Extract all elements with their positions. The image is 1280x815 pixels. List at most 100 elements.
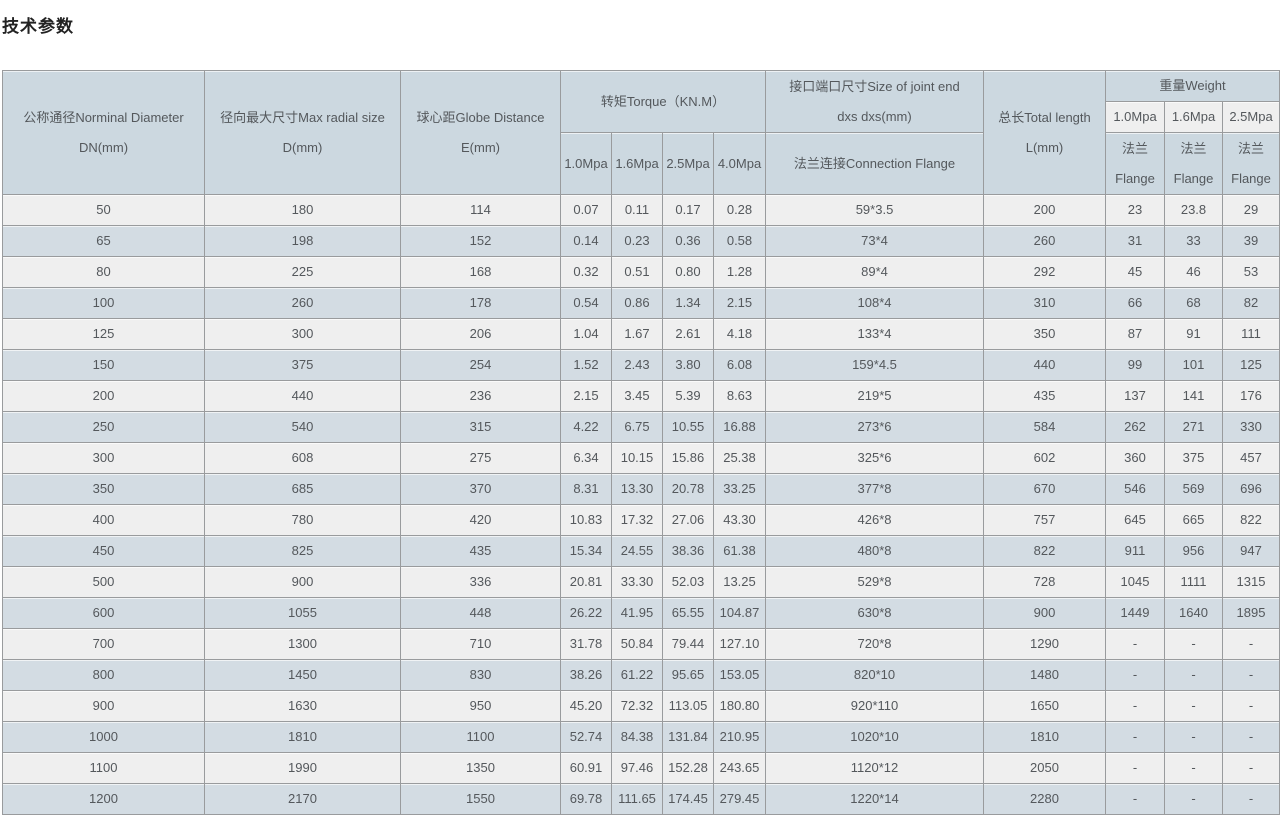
table-row: 900 1630 950 45.20 72.32 113.05 180.80 920*110 1… <box>2 690 1280 722</box>
table-cell: 66 <box>1105 287 1165 319</box>
table-cell: 1350 <box>400 752 561 784</box>
header-total-length-line1: 总长Total length <box>998 109 1091 125</box>
table-cell: - <box>1105 659 1165 691</box>
table-cell: 947 <box>1221 535 1280 567</box>
table-cell: 31 <box>1105 225 1165 257</box>
table-cell: 950 <box>400 690 561 722</box>
table-cell: 108*4 <box>765 287 984 319</box>
table-cell: 111 <box>1221 318 1280 350</box>
table-cell: 97.46 <box>611 752 663 784</box>
table-cell: 2280 <box>983 783 1106 815</box>
table-cell: 101 <box>1164 349 1223 381</box>
table-cell: 20.78 <box>662 473 714 505</box>
table-cell: 219*5 <box>765 380 984 412</box>
table-cell: 375 <box>204 349 401 381</box>
table-row: 1100 1990 1350 60.91 97.46 152.28 243.65 1120*1… <box>2 752 1280 784</box>
header-max-radial-size-line1: 径向最大尺寸Max radial size <box>220 109 385 125</box>
table-cell: 0.54 <box>560 287 612 319</box>
table-cell: 127.10 <box>713 628 766 660</box>
table-cell: 114 <box>400 194 561 226</box>
header-globe-distance: 球心距Globe Distance E(mm) <box>400 70 561 195</box>
table-cell: 99 <box>1105 349 1165 381</box>
table-cell: 911 <box>1105 535 1165 567</box>
header-globe-distance-line1: 球心距Globe Distance <box>416 109 545 125</box>
table-cell: 1.67 <box>611 318 663 350</box>
table-cell: 1449 <box>1105 597 1165 629</box>
table-cell: 900 <box>204 566 401 598</box>
table-cell: - <box>1221 721 1280 753</box>
table-cell: 6.08 <box>713 349 766 381</box>
table-cell: 69.78 <box>560 783 612 815</box>
table-cell: 830 <box>400 659 561 691</box>
table-cell: 1810 <box>204 721 401 753</box>
table-cell: 43.30 <box>713 504 766 536</box>
header-total-length: 总长Total length L(mm) <box>983 70 1106 195</box>
table-cell: 0.28 <box>713 194 766 226</box>
table-cell: - <box>1105 752 1165 784</box>
header-weight-1-0mpa: 1.0Mpa <box>1105 101 1165 133</box>
table-cell: 153.05 <box>713 659 766 691</box>
table-cell: 38.36 <box>662 535 714 567</box>
header-joint-end-size: 接口端口尺寸Size of joint end dxs dxs(mm) <box>765 70 984 133</box>
table-cell: 900 <box>983 597 1106 629</box>
header-row-1: 公称通径Norminal Diameter DN(mm) 径向最大尺寸Max r… <box>2 70 1280 195</box>
table-cell: 65 <box>2 225 205 257</box>
table-cell: 450 <box>2 535 205 567</box>
table-cell: 72.32 <box>611 690 663 722</box>
table-cell: 8.63 <box>713 380 766 412</box>
table-cell: 45 <box>1105 256 1165 288</box>
table-cell: 29 <box>1221 194 1280 226</box>
table-cell: 1220*14 <box>765 783 984 815</box>
table-cell: 1.52 <box>560 349 612 381</box>
table-row: 50 180 114 0.07 0.11 0.17 0.28 59*3.5 200 23 23.8 2… <box>2 194 1280 226</box>
table-cell: 65.55 <box>662 597 714 629</box>
table-cell: 260 <box>204 287 401 319</box>
header-total-length-line2: L(mm) <box>1025 139 1064 155</box>
table-row: 500 900 336 20.81 33.30 52.03 13.25 529*8 728 104… <box>2 566 1280 598</box>
table-cell: 1.34 <box>662 287 714 319</box>
table-cell: 225 <box>204 256 401 288</box>
table-cell: 685 <box>204 473 401 505</box>
table-cell: 1290 <box>983 628 1106 660</box>
table-cell: 0.86 <box>611 287 663 319</box>
table-cell: 1450 <box>204 659 401 691</box>
table-cell: 174.45 <box>662 783 714 815</box>
table-cell: 360 <box>1105 442 1165 474</box>
table-cell: 26.22 <box>560 597 612 629</box>
table-cell: 10.15 <box>611 442 663 474</box>
table-cell: 2.43 <box>611 349 663 381</box>
table-cell: 584 <box>983 411 1106 443</box>
table-cell: 457 <box>1221 442 1280 474</box>
table-cell: 33.25 <box>713 473 766 505</box>
header-row-2: 1.0Mpa 1.6Mpa 2.5Mpa <box>3 101 1280 133</box>
table-cell: 3.45 <box>611 380 663 412</box>
table-cell: 152.28 <box>662 752 714 784</box>
header-nominal-diameter-line2: DN(mm) <box>78 139 129 155</box>
table-cell: 448 <box>400 597 561 629</box>
header-flange-3-line1: 法兰 <box>1238 140 1265 156</box>
table-cell: 1111 <box>1164 566 1223 598</box>
table-cell: 500 <box>2 566 205 598</box>
table-cell: 1.04 <box>560 318 612 350</box>
table-row: 300 608 275 6.34 10.15 15.86 25.38 325*6 602 360 3… <box>2 442 1280 474</box>
table-cell: 200 <box>2 380 205 412</box>
table-cell: 113.05 <box>662 690 714 722</box>
table-cell: 2.15 <box>560 380 612 412</box>
table-cell: 1650 <box>983 690 1106 722</box>
header-weight-2-5mpa: 2.5Mpa <box>1221 101 1280 133</box>
table-cell: - <box>1221 628 1280 660</box>
table-cell: 80 <box>2 256 205 288</box>
header-flange-2-line1: 法兰 <box>1180 140 1207 156</box>
table-cell: 292 <box>983 256 1106 288</box>
table-cell: 260 <box>983 225 1106 257</box>
table-cell: 45.20 <box>560 690 612 722</box>
table-cell: 89*4 <box>765 256 984 288</box>
table-cell: 0.11 <box>611 194 663 226</box>
table-cell: 125 <box>1221 349 1280 381</box>
table-cell: 426*8 <box>765 504 984 536</box>
table-cell: 300 <box>2 442 205 474</box>
table-cell: 480*8 <box>765 535 984 567</box>
header-row-3: 1.0Mpa 1.6Mpa 2.5Mpa 4.0Mpa 法兰连接Connecti… <box>3 132 1280 195</box>
table-cell: 4.18 <box>713 318 766 350</box>
table-cell: - <box>1164 752 1223 784</box>
